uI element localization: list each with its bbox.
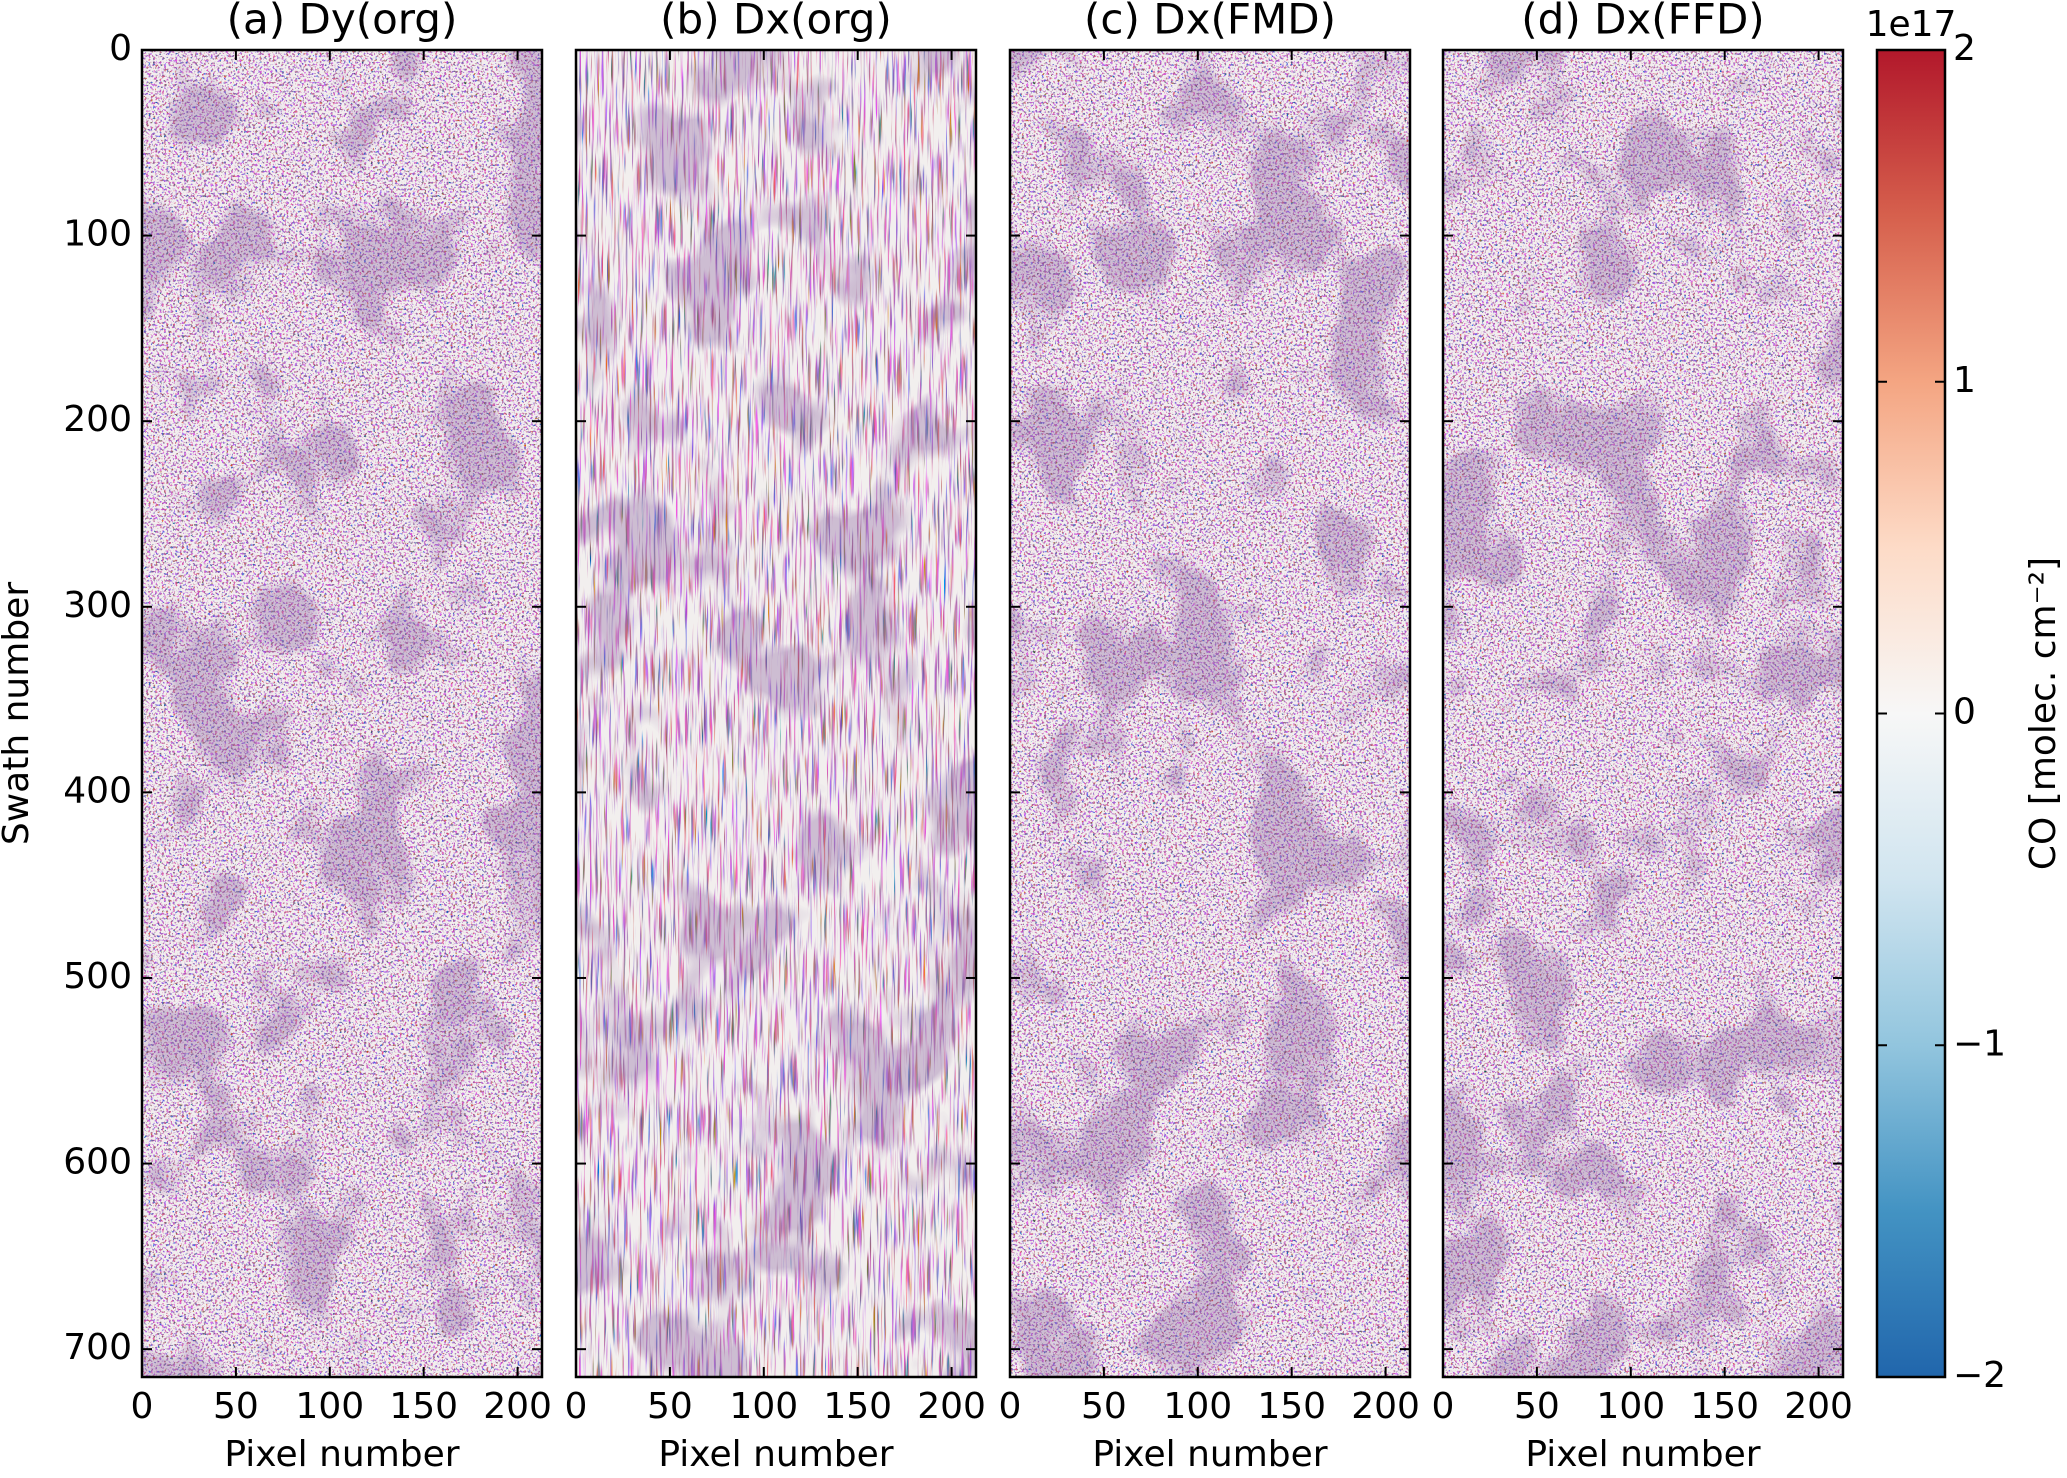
colorbar-tick-label: −2 <box>1953 1355 2006 1396</box>
y-tick-label: 100 <box>63 214 132 255</box>
x-tick-label: 200 <box>917 1386 986 1427</box>
colorbar-tick-label: −1 <box>1953 1023 2006 1064</box>
x-axis-label: Pixel number <box>224 1434 459 1475</box>
colorbar-tick-label: 1 <box>1953 360 1976 401</box>
colorbar-tick-label: 0 <box>1953 692 1976 733</box>
x-tick-label: 200 <box>1784 1386 1853 1427</box>
x-axis-label: Pixel number <box>1092 1434 1327 1475</box>
axes-frame <box>574 48 978 1379</box>
chart-title: (d) Dx(FFD) <box>1521 0 1764 44</box>
x-tick-label: 50 <box>647 1386 693 1427</box>
x-tick-label: 50 <box>1081 1386 1127 1427</box>
colorbar <box>1875 48 1947 1379</box>
x-tick-label: 150 <box>1690 1386 1759 1427</box>
x-tick-label: 150 <box>1257 1386 1326 1427</box>
y-tick-label: 0 <box>109 28 132 69</box>
x-tick-label: 0 <box>131 1386 154 1427</box>
x-tick-label: 100 <box>295 1386 364 1427</box>
heatmap-texture-clusters <box>142 50 542 1377</box>
x-tick-label: 150 <box>823 1386 892 1427</box>
y-tick-label: 500 <box>63 956 132 997</box>
x-tick-label: 50 <box>1514 1386 1560 1427</box>
y-axis-label: Swath number <box>0 582 37 845</box>
x-tick-label: 0 <box>1432 1386 1455 1427</box>
y-tick-label: 400 <box>63 770 132 811</box>
heatmap-texture-clusters <box>576 50 976 1377</box>
chart-title: (c) Dx(FMD) <box>1084 0 1336 44</box>
x-tick-label: 50 <box>213 1386 259 1427</box>
x-tick-label: 100 <box>1596 1386 1665 1427</box>
x-tick-label: 200 <box>1351 1386 1420 1427</box>
heatmap-texture-clusters <box>1010 50 1410 1377</box>
chart-title: (a) Dy(org) <box>227 0 458 44</box>
x-tick-label: 100 <box>1163 1386 1232 1427</box>
heatmap-texture-clusters <box>1443 50 1843 1377</box>
x-tick-label: 100 <box>729 1386 798 1427</box>
chart-title: (b) Dx(org) <box>660 0 892 44</box>
colorbar-tick-label: 2 <box>1953 28 1976 69</box>
colorbar-label: CO [molec. cm⁻²] <box>2023 557 2064 870</box>
x-axis-label: Pixel number <box>1525 1434 1760 1475</box>
x-tick-label: 200 <box>483 1386 552 1427</box>
y-tick-label: 200 <box>63 399 132 440</box>
axes-frame <box>1441 48 1845 1379</box>
axes-frame <box>1008 48 1412 1379</box>
x-tick-label: 0 <box>999 1386 1022 1427</box>
x-tick-label: 0 <box>565 1386 588 1427</box>
colorbar-offset: 1e17 <box>1866 4 1957 45</box>
y-tick-label: 700 <box>63 1327 132 1368</box>
x-axis-label: Pixel number <box>658 1434 893 1475</box>
x-tick-label: 150 <box>389 1386 458 1427</box>
y-tick-label: 300 <box>63 585 132 626</box>
axes-frame <box>140 48 544 1379</box>
y-tick-label: 600 <box>63 1142 132 1183</box>
